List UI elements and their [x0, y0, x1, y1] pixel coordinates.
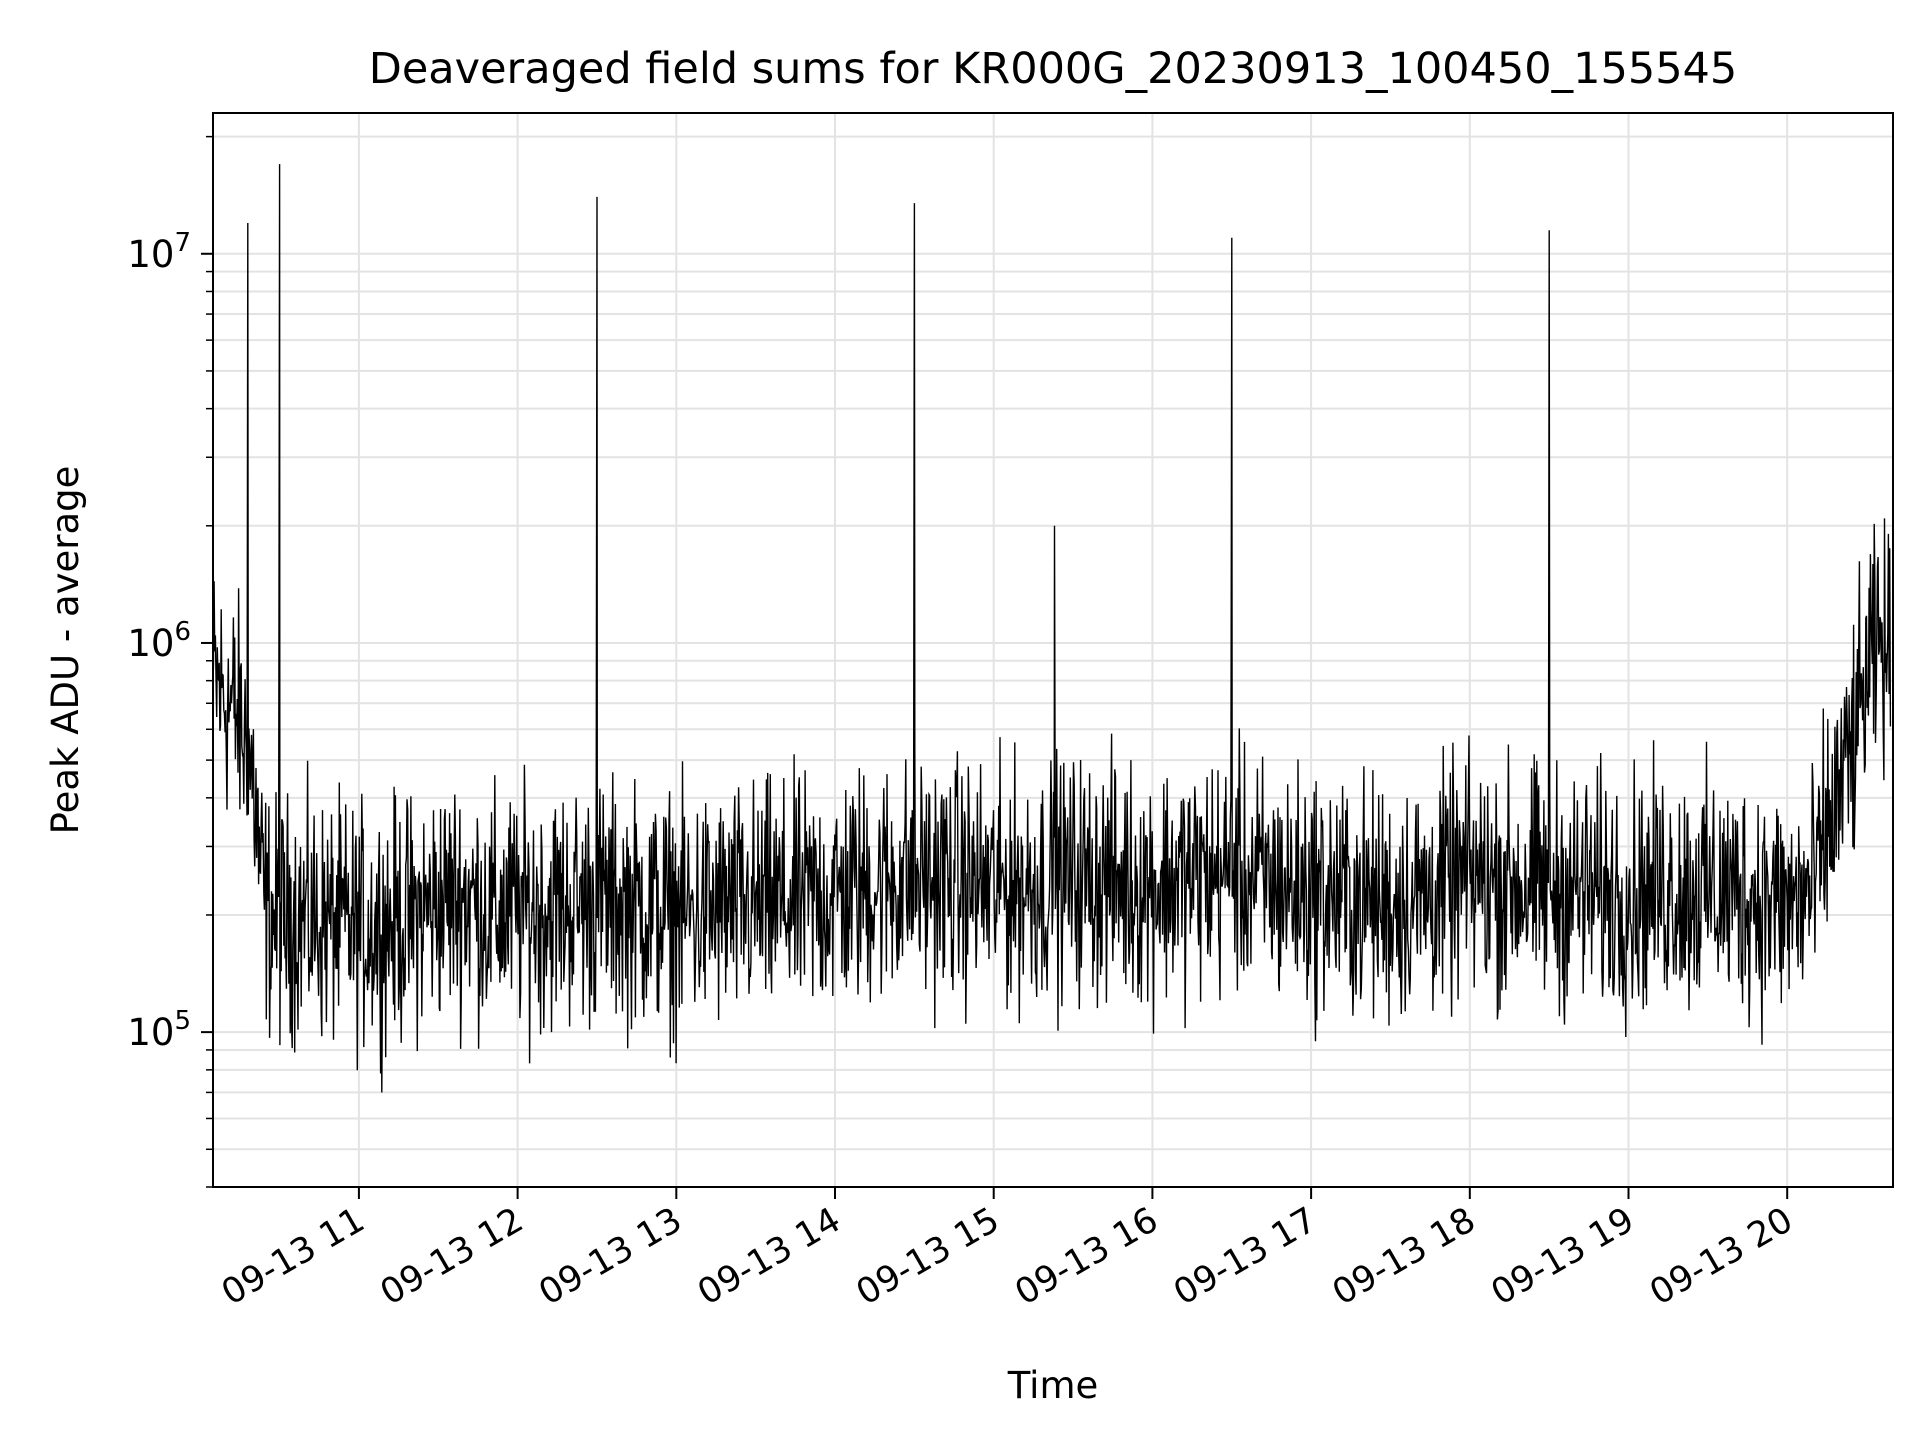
- series-line: [212, 164, 1892, 1093]
- axes-frame: [212, 112, 1894, 1188]
- plot-area: [212, 164, 1892, 1093]
- y-axis-label: Peak ADU - average: [44, 466, 87, 835]
- x-axis-label: Time: [1007, 1364, 1099, 1407]
- y-tick-label: 105: [127, 1006, 191, 1054]
- y-tick-label: 106: [127, 617, 191, 665]
- y-axis: 105 106 107: [127, 135, 213, 1188]
- y-tick-label: 107: [127, 228, 191, 276]
- chart-title: Deaveraged field sums for KR000G_2023091…: [369, 44, 1738, 94]
